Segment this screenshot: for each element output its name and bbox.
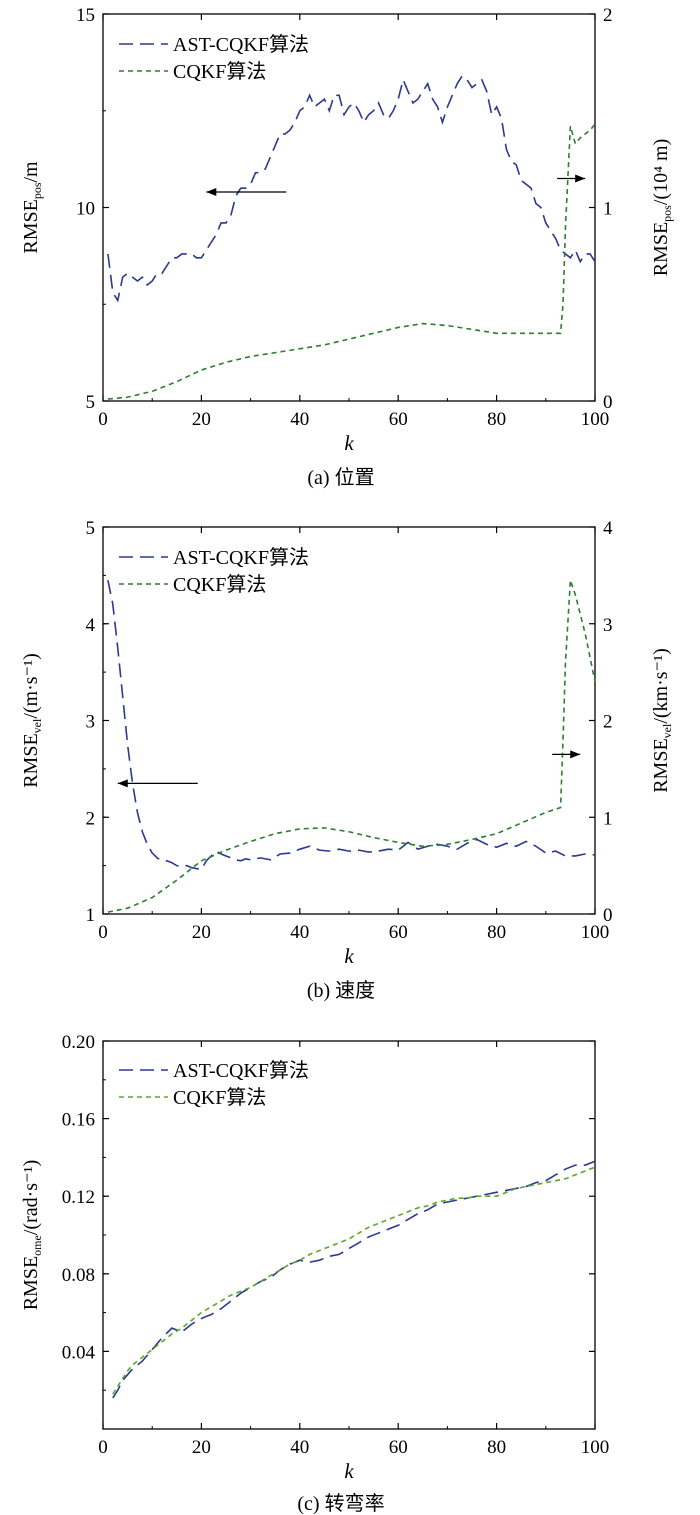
series-line-cqkf bbox=[107, 579, 596, 913]
y-left-title-subscript: pos bbox=[30, 182, 44, 199]
legend-label: CQKF算法 bbox=[173, 60, 266, 83]
legend-label: CQKF算法 bbox=[173, 1086, 266, 1109]
series-line-cqkf bbox=[107, 123, 596, 400]
y-right-title-main: RMSE bbox=[650, 222, 672, 276]
y-left-tick-label: 1 bbox=[86, 905, 96, 926]
y-left-title: RMSEvel/(m·s⁻¹) bbox=[20, 653, 44, 788]
y-left-title-main: RMSE bbox=[20, 733, 42, 787]
y-right-tick-label: 2 bbox=[603, 712, 613, 733]
panel-caption: (b) 速度 bbox=[307, 979, 375, 1002]
x-tick-label: 80 bbox=[487, 409, 506, 430]
y-left-title-main: RMSE bbox=[20, 1256, 42, 1310]
series-line-cqkf bbox=[112, 1166, 596, 1395]
y-right-tick-label: 3 bbox=[603, 615, 613, 636]
annotation-arrowhead bbox=[117, 779, 128, 788]
x-tick-label: 80 bbox=[487, 1437, 506, 1458]
y-left-tick-label: 4 bbox=[86, 615, 96, 636]
y-right-tick-label: 2 bbox=[603, 5, 613, 26]
series-line-ast-cqkf bbox=[112, 1160, 596, 1399]
x-tick-label: 60 bbox=[389, 922, 408, 943]
y-left-title-main: RMSE bbox=[20, 199, 42, 253]
x-tick-label: 60 bbox=[389, 1437, 408, 1458]
y-left-tick-label: 15 bbox=[76, 5, 95, 26]
y-right-title-unit: /(10⁴ m) bbox=[650, 139, 672, 205]
y-right-tick-label: 4 bbox=[603, 518, 613, 539]
x-tick-label: 0 bbox=[98, 922, 108, 943]
y-left-tick-label: 10 bbox=[76, 199, 95, 220]
y-left-tick-label: 0.04 bbox=[62, 1342, 96, 1363]
x-tick-label: 20 bbox=[192, 409, 211, 430]
x-axis-title: k bbox=[344, 1459, 354, 1483]
y-left-title: RMSEpos/m bbox=[20, 161, 44, 254]
y-right-tick-label: 0 bbox=[603, 392, 613, 413]
y-left-tick-label: 5 bbox=[86, 392, 96, 413]
x-tick-label: 40 bbox=[290, 1437, 309, 1458]
x-tick-label: 80 bbox=[487, 922, 506, 943]
y-right-tick-label: 1 bbox=[603, 199, 613, 220]
y-left-title-unit: /m bbox=[20, 161, 42, 183]
panel-a-position: 0 20 40 60 80 100 5 10 15 0 1 2 AST-CQKF算法 CQKF算法 RMSE… bbox=[20, 5, 674, 489]
panel-c-turn-rate: 0 20 40 60 80 100 0.04 0.08 0.12 0.16 0.20 AST-CQKF… bbox=[20, 1032, 610, 1515]
y-left-title: RMSEome/(rad·s⁻¹) bbox=[20, 1160, 44, 1311]
y-right-title: RMSEpos/(10⁴ m) bbox=[650, 139, 674, 277]
y-left-tick-label: 0.12 bbox=[62, 1187, 95, 1208]
x-tick-label: 0 bbox=[98, 409, 108, 430]
x-axis-title: k bbox=[344, 431, 354, 455]
y-right-title: RMSEvel/(km·s⁻¹) bbox=[650, 648, 674, 793]
x-tick-label: 100 bbox=[581, 1437, 610, 1458]
y-left-tick-label: 0.16 bbox=[62, 1110, 95, 1131]
y-left-title-subscript: vel bbox=[30, 718, 44, 733]
series-line-ast-cqkf bbox=[107, 74, 596, 303]
panel-b-velocity: 0 20 40 60 80 1001234501234AST-CQKF算法CQKF算法RM… bbox=[20, 518, 674, 1002]
x-tick-label: 20 bbox=[192, 1437, 211, 1458]
y-right-tick-label: 0 bbox=[603, 905, 613, 926]
annotation-arrowhead bbox=[206, 188, 217, 197]
legend-label: CQKF算法 bbox=[173, 573, 266, 596]
legend-label: AST-CQKF算法 bbox=[173, 1059, 309, 1082]
legend-label: AST-CQKF算法 bbox=[173, 33, 309, 56]
x-tick-label: 20 bbox=[192, 922, 211, 943]
y-left-tick-label: 3 bbox=[86, 712, 96, 733]
y-left-title-subscript: ome bbox=[30, 1235, 44, 1256]
x-axis-title: k bbox=[344, 944, 354, 968]
x-tick-label: 40 bbox=[290, 922, 309, 943]
panel-caption: (c) 转弯率 bbox=[297, 1492, 384, 1515]
x-tick-label: 60 bbox=[389, 409, 408, 430]
x-tick-label: 100 bbox=[581, 409, 610, 430]
y-left-title-unit: /(m·s⁻¹) bbox=[20, 653, 42, 718]
x-tick-label: 0 bbox=[98, 1437, 108, 1458]
y-left-tick-label: 0.20 bbox=[62, 1032, 95, 1053]
y-right-tick-label: 1 bbox=[603, 808, 613, 829]
y-left-tick-label: 0.08 bbox=[62, 1265, 95, 1286]
x-tick-label: 40 bbox=[290, 409, 309, 430]
x-tick-label: 100 bbox=[581, 922, 610, 943]
panel-caption: (a) 位置 bbox=[307, 466, 374, 489]
legend-label: AST-CQKF算法 bbox=[173, 546, 309, 569]
annotation-arrowhead bbox=[575, 174, 586, 183]
series-line-ast-cqkf bbox=[107, 580, 596, 871]
y-right-title-subscript: vel bbox=[660, 723, 674, 738]
y-left-tick-label: 2 bbox=[86, 808, 96, 829]
y-right-title-unit: /(km·s⁻¹) bbox=[650, 648, 672, 723]
y-right-title-subscript: pos bbox=[660, 205, 674, 222]
y-left-tick-label: 5 bbox=[86, 518, 96, 539]
y-right-title-main: RMSE bbox=[650, 738, 672, 792]
y-left-title-unit: /(rad·s⁻¹) bbox=[20, 1160, 42, 1235]
annotation-arrowhead bbox=[570, 750, 581, 759]
